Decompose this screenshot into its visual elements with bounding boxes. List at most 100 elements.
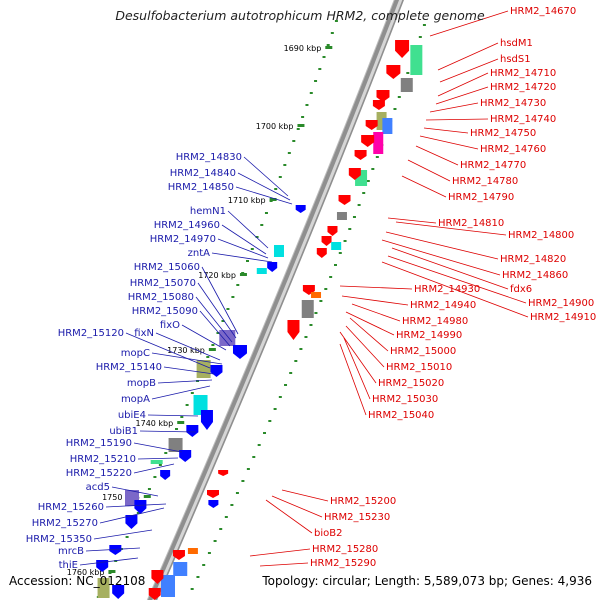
tick-mark bbox=[343, 240, 347, 242]
tick-mark bbox=[418, 36, 422, 38]
leader-line-blue bbox=[199, 310, 231, 347]
tick-mark bbox=[406, 72, 410, 74]
gene-label-right: HRM2_14770 bbox=[460, 160, 526, 171]
tick-mark bbox=[326, 44, 330, 46]
tick-mark bbox=[136, 512, 140, 514]
gene-box bbox=[196, 360, 211, 378]
tick-mark bbox=[260, 224, 264, 226]
tick-mark bbox=[216, 332, 220, 334]
gene-label-right: HRM2_14710 bbox=[490, 68, 556, 79]
leader-line-red bbox=[391, 247, 509, 290]
leader-line-red bbox=[435, 86, 489, 105]
leader-line-red bbox=[429, 10, 509, 37]
leader-line-red bbox=[339, 331, 377, 384]
leader-line-blue bbox=[111, 486, 159, 497]
gene-label-right: HRM2_14860 bbox=[502, 270, 568, 281]
leader-line-red bbox=[437, 72, 489, 97]
gene-label-left: HRM2_15070 bbox=[130, 278, 196, 289]
leader-line-red bbox=[395, 221, 507, 236]
gene-label-left: thiE bbox=[59, 560, 78, 571]
kbp-tick-label: 1740 kbp bbox=[136, 419, 174, 428]
tick-mark bbox=[252, 456, 256, 458]
label-layer: HRM2_14670 hsdM1 hsdS1 HRM2_14710 HRM2_14720… bbox=[26, 6, 597, 571]
gene-label-left: mopC bbox=[121, 348, 150, 359]
gene-arrow bbox=[348, 168, 361, 180]
gene-label-right: HRM2_15200 bbox=[330, 496, 396, 507]
kbp-major-tick bbox=[239, 273, 247, 276]
tick-mark bbox=[164, 452, 168, 454]
gene-arrow bbox=[207, 490, 220, 498]
tick-mark bbox=[357, 204, 361, 206]
tick-mark bbox=[246, 468, 250, 470]
tick-mark bbox=[221, 320, 225, 322]
gene-arrow bbox=[210, 365, 223, 377]
gene-box bbox=[382, 118, 393, 134]
leader-line-blue bbox=[93, 529, 153, 540]
leader-line-red bbox=[341, 295, 409, 306]
gene-box bbox=[373, 132, 384, 154]
tick-mark bbox=[292, 140, 296, 142]
tick-mark bbox=[274, 188, 278, 190]
leader-line-red bbox=[345, 311, 395, 336]
leader-line-blue bbox=[181, 324, 227, 351]
gene-arrow bbox=[125, 515, 138, 529]
gene-box bbox=[150, 460, 163, 464]
gene-arrow bbox=[179, 450, 192, 462]
gene-arrow bbox=[200, 410, 213, 430]
tick-mark bbox=[284, 384, 288, 386]
leader-line-red bbox=[425, 118, 489, 121]
tick-mark bbox=[206, 356, 210, 358]
tick-mark bbox=[322, 56, 326, 58]
kbp-major-tick bbox=[108, 570, 116, 573]
tick-mark bbox=[319, 300, 323, 302]
gene-label-left: HRM2_15190 bbox=[66, 438, 132, 449]
leader-line-blue bbox=[133, 463, 175, 474]
tick-mark bbox=[309, 324, 313, 326]
gene-arrow bbox=[338, 195, 351, 205]
leader-line-blue bbox=[195, 296, 233, 343]
gene-label-right: HRM2_14900 bbox=[528, 298, 594, 309]
kbp-major-tick bbox=[208, 348, 216, 351]
gene-arrow bbox=[232, 345, 247, 359]
leader-line-red bbox=[423, 127, 469, 134]
tick-mark bbox=[366, 180, 370, 182]
gene-label-left: HRM2_14830 bbox=[176, 152, 242, 163]
leader-line-red bbox=[343, 337, 371, 400]
leader-line-red bbox=[249, 548, 311, 557]
gene-label-right: HRM2_15010 bbox=[386, 362, 452, 373]
topology-text: Topology: circular; Length: 5,589,073 bp… bbox=[262, 574, 592, 588]
tick-mark bbox=[153, 476, 157, 478]
leader-line-red bbox=[437, 42, 499, 71]
gene-arrow bbox=[134, 500, 147, 514]
gene-label-right: HRM2_14940 bbox=[410, 300, 476, 311]
leader-line-red bbox=[345, 325, 385, 368]
tick-mark bbox=[245, 260, 249, 262]
kbp-tick-label: 1720 kbp bbox=[198, 271, 236, 280]
leader-line-blue bbox=[211, 252, 273, 263]
tick-mark bbox=[236, 284, 240, 286]
tick-mark bbox=[375, 156, 379, 158]
gene-label-right: HRM2_14670 bbox=[510, 6, 576, 17]
backbone-layer bbox=[146, 0, 404, 600]
leader-line-red bbox=[339, 285, 413, 290]
tick-mark bbox=[278, 176, 282, 178]
tick-mark bbox=[224, 516, 228, 518]
gene-label-right: HRM2_14910 bbox=[530, 312, 596, 323]
gene-arrow bbox=[361, 135, 375, 147]
feature-layer bbox=[96, 40, 423, 600]
gene-arrow bbox=[316, 248, 327, 258]
gene-arrow bbox=[376, 90, 390, 102]
leader-line-red bbox=[339, 343, 367, 416]
leader-line-blue bbox=[227, 210, 269, 249]
tick-mark bbox=[362, 192, 366, 194]
gene-arrow bbox=[321, 236, 332, 246]
gene-label-right: HRM2_14740 bbox=[490, 114, 556, 125]
label-leader-lines bbox=[79, 10, 529, 567]
tick-mark bbox=[190, 392, 194, 394]
gene-label-left: mrcB bbox=[58, 546, 84, 557]
leader-line-red bbox=[385, 231, 499, 260]
tick-mark bbox=[334, 20, 338, 22]
gene-label-left: HRM2_15350 bbox=[26, 534, 92, 545]
